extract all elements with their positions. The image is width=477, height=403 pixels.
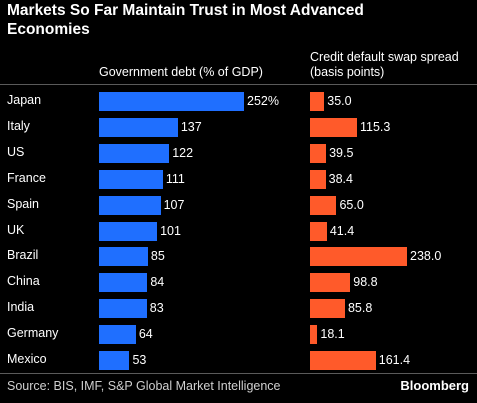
category-label-uk: UK [7,222,25,237]
cds-bar-spain [310,195,337,215]
debt-bar-france [99,169,163,189]
cds-value-japan: 35.0 [327,94,352,108]
debt-bar-india [99,299,147,319]
debt-bar-us [99,143,170,163]
cds-value-italy: 115.3 [359,119,391,134]
cds-bar-brazil [310,247,407,267]
category-label-china: China [7,274,40,289]
debt-bar-mexico [99,351,130,370]
source-note: Source: BIS, IMF, S&P Global Market Inte… [7,379,281,393]
cds-header-line-2: (basis points) [310,65,385,79]
cds-value-germany: 18.1 [320,327,345,342]
debt-value-italy: 137 [180,119,202,134]
cds-bar-italy [310,117,357,137]
category-label-mexico: Mexico [7,352,47,366]
debt-value-germany: 64 [138,327,153,342]
cds-bar-china [310,273,351,293]
cds-value-india: 85.8 [347,301,373,316]
cds-bar-us [310,143,327,163]
category-label-italy: Italy [7,118,30,133]
category-label-us: US [7,144,25,159]
debt-bar-germany [99,325,136,345]
category-label-france: France [7,170,46,185]
debt-bar-italy [99,117,178,137]
debt-bar-uk [99,221,158,241]
debt-bar-brazil [99,247,148,267]
category-label-germany: Germany [7,326,59,341]
cds-bar-japan [310,92,325,111]
debt-bar-china [99,273,148,293]
cds-column-header: Credit default swap spread (basis points… [310,50,459,80]
debt-value-us: 122 [172,145,194,160]
debt-value-japan: 252% [247,94,279,108]
category-label-japan: Japan [7,93,42,107]
cds-bar-mexico [310,351,376,370]
debt-value-brazil: 85 [150,249,165,264]
bloomberg-logo: Bloomberg [400,378,469,393]
cds-bar-germany [310,325,318,345]
cds-value-brazil: 238.0 [410,249,442,264]
debt-value-china: 84 [150,275,165,290]
debt-column-header: Government debt (% of GDP) [99,65,263,79]
cds-bar-india [310,299,345,319]
debt-bar-spain [99,195,161,215]
debt-value-mexico: 53 [132,353,147,367]
cds-value-uk: 41.4 [329,223,355,238]
debt-value-uk: 101 [160,223,181,238]
cds-header-line-1: Credit default swap spread [310,50,459,64]
category-label-spain: Spain [7,196,39,211]
cds-value-china: 98.8 [353,275,378,290]
debt-value-spain: 107 [163,197,185,212]
cds-value-us: 39.5 [329,145,354,160]
debt-value-india: 83 [149,301,164,316]
chart-title: Markets So Far Maintain Trust in Most Ad… [7,2,364,38]
footer-divider [0,373,477,374]
category-label-india: India [7,300,35,315]
cds-bar-uk [310,221,327,241]
category-label-brazil: Brazil [7,248,39,263]
cds-value-spain: 65.0 [339,197,364,212]
cds-value-mexico: 161.4 [378,353,411,367]
debt-value-france: 111 [165,171,185,186]
cds-value-france: 38.4 [328,171,353,186]
header-divider [0,84,477,85]
debt-bar-japan [99,92,244,111]
cds-bar-france [310,169,326,189]
